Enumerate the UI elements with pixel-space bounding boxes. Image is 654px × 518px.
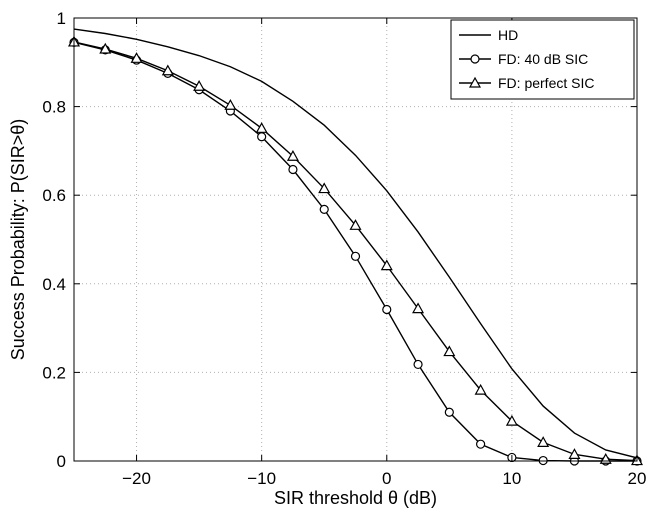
- legend: HD FD: 40 dB SIC FD: perfect SIC: [450, 19, 635, 100]
- data-point-fd-40-db-sic: [444, 407, 454, 417]
- data-point-fd-perfect-sic: [255, 122, 268, 133]
- legend-marker: [468, 76, 482, 88]
- data-point-fd-40-db-sic: [257, 132, 267, 142]
- series-line-hd: [73, 28, 638, 459]
- data-point-fd-perfect-sic: [505, 414, 518, 426]
- data-point-fd-perfect-sic: [537, 436, 550, 447]
- x-tick-label: −10: [247, 469, 276, 488]
- data-point-fd-perfect-sic: [130, 52, 143, 63]
- x-axis-title: SIR threshold θ (dB): [274, 488, 437, 508]
- data-point-fd-perfect-sic: [349, 219, 362, 230]
- data-point-fd-perfect-sic: [380, 259, 393, 271]
- data-point-fd-perfect-sic: [474, 383, 487, 395]
- data-point-fd-40-db-sic: [319, 204, 329, 214]
- data-point-fd-40-db-sic: [476, 439, 486, 449]
- x-tick-label: 20: [628, 469, 647, 488]
- data-point-fd-40-db-sic: [413, 359, 423, 370]
- data-point-fd-40-db-sic: [288, 164, 298, 175]
- x-tick-label: 0: [382, 469, 391, 488]
- legend-items: HD FD: 40 dB SIC FD: perfect SIC: [459, 27, 594, 91]
- series-line-fd-perfect-sic: [73, 41, 638, 462]
- data-point-fd-perfect-sic: [568, 448, 581, 459]
- data-point-fd-perfect-sic: [443, 345, 456, 357]
- data-point-fd-perfect-sic: [193, 79, 206, 91]
- x-tick-label: −20: [122, 469, 151, 488]
- legend-item-hd: HD: [459, 27, 518, 43]
- legend-label: FD: perfect SIC: [498, 75, 594, 91]
- data-point-fd-perfect-sic: [224, 99, 237, 110]
- legend-label: HD: [498, 27, 518, 43]
- legend-item-fd-40-db-sic: FD: 40 dB SIC: [459, 51, 588, 67]
- data-point-fd-perfect-sic: [161, 64, 174, 76]
- y-tick-label: 0.2: [42, 363, 66, 382]
- ticks: [74, 17, 638, 462]
- data-point-fd-40-db-sic: [382, 304, 392, 315]
- plot-frame: [73, 17, 638, 462]
- legend-label: FD: 40 dB SIC: [498, 51, 588, 67]
- data-point-fd-40-db-sic: [350, 251, 361, 261]
- series-hd: [73, 28, 638, 459]
- data-point-fd-perfect-sic: [99, 42, 112, 54]
- y-axis-title: Success Probability: P(SIR>θ): [8, 119, 28, 361]
- y-tick-label: 0.8: [42, 98, 66, 117]
- legend-item-fd-perfect-sic: FD: perfect SIC: [459, 75, 594, 91]
- legend-marker: [470, 54, 480, 64]
- x-tick-label: 10: [502, 469, 521, 488]
- series-line-fd-40-db-sic: [73, 41, 637, 462]
- y-tick-label: 0.4: [42, 275, 66, 294]
- tick-labels: −20 −10 0 10 20 0 0.2 0.4 0.6 0.8 1: [42, 9, 646, 488]
- data-point-fd-perfect-sic: [286, 149, 299, 161]
- data-point-fd-perfect-sic: [318, 182, 331, 194]
- y-tick-label: 1: [57, 9, 66, 28]
- series-fd-40-db-sic: [69, 37, 642, 466]
- y-tick-label: 0.6: [42, 186, 66, 205]
- series-fd-perfect-sic: [67, 35, 644, 466]
- y-tick-label: 0: [57, 452, 66, 471]
- data-point-fd-perfect-sic: [412, 302, 425, 314]
